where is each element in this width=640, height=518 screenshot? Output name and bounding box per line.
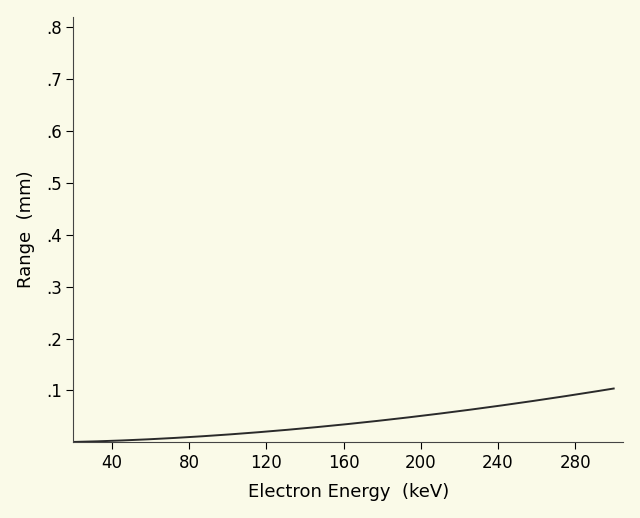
X-axis label: Electron Energy  (keV): Electron Energy (keV) [248, 483, 449, 501]
Y-axis label: Range  (mm): Range (mm) [17, 171, 35, 289]
